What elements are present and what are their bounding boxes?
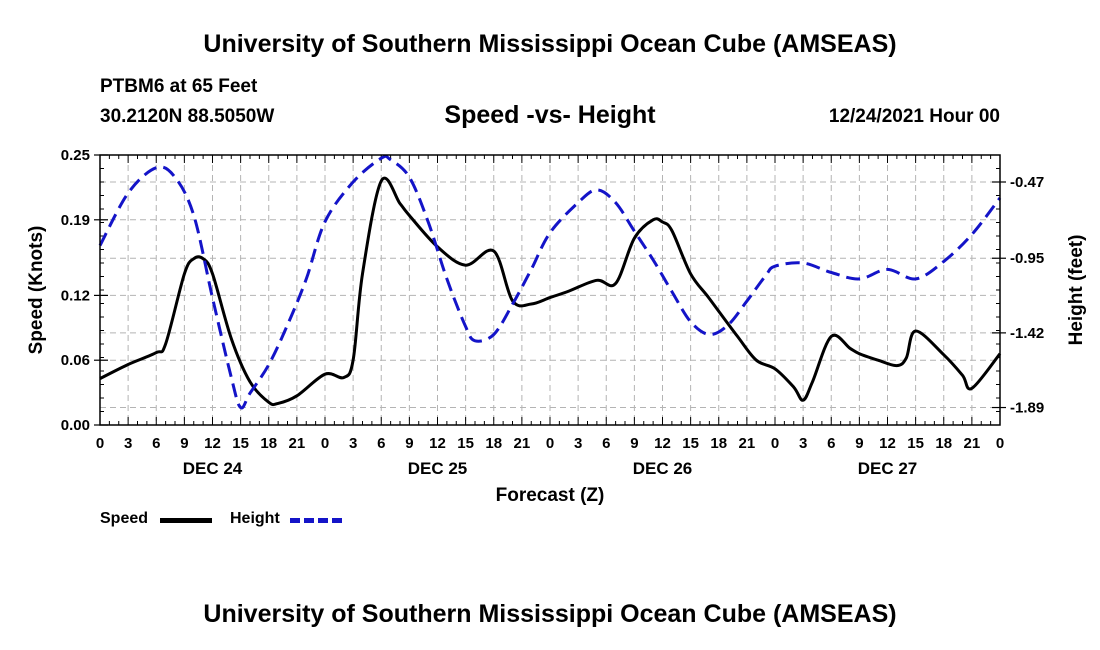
date-label: DEC 27 (858, 459, 918, 478)
x-tick-label: 12 (204, 435, 221, 452)
x-tick-label: 15 (682, 435, 699, 452)
y-left-tick-label: 0.06 (61, 352, 90, 369)
date-label: DEC 26 (633, 459, 693, 478)
x-tick-label: 6 (377, 435, 385, 452)
datetime-label: 12/24/2021 Hour 00 (828, 106, 1000, 127)
x-tick-label: 21 (739, 435, 756, 452)
x-tick-label: 0 (771, 435, 779, 452)
station-label: PTBM6 at 65 Feet (100, 76, 258, 97)
x-axis-label: Forecast (Z) (496, 485, 605, 506)
page-title: University of Southern Mississippi Ocean… (203, 30, 897, 58)
x-tick-label: 3 (124, 435, 132, 452)
x-tick-label: 9 (630, 435, 638, 452)
x-tick-label: 0 (546, 435, 554, 452)
x-tick-label: 6 (152, 435, 160, 452)
x-tick-label: 0 (96, 435, 104, 452)
date-label: DEC 24 (183, 459, 243, 478)
date-label: DEC 25 (408, 459, 468, 478)
x-tick-label: 12 (879, 435, 896, 452)
x-tick-label: 3 (574, 435, 582, 452)
x-tick-label: 6 (827, 435, 835, 452)
x-tick-label: 12 (429, 435, 446, 452)
legend-speed-label: Speed (100, 510, 149, 527)
y-right-tick-label: -1.42 (1010, 325, 1044, 342)
y-axis-left-label: Speed (Knots) (26, 226, 47, 355)
footer-title: University of Southern Mississippi Ocean… (203, 600, 897, 628)
legend-speed-swatch (160, 518, 212, 523)
x-tick-label: 0 (996, 435, 1004, 452)
y-axis-right-label: Height (feet) (1066, 235, 1087, 346)
x-tick-label: 21 (964, 435, 981, 452)
y-right-tick-label: -0.47 (1010, 174, 1044, 191)
x-tick-label: 21 (514, 435, 531, 452)
x-tick-label: 3 (349, 435, 357, 452)
x-tick-label: 9 (855, 435, 863, 452)
chart-title: Speed -vs- Height (444, 101, 656, 129)
x-tick-label: 15 (232, 435, 249, 452)
x-tick-label: 15 (907, 435, 924, 452)
x-tick-label: 0 (321, 435, 329, 452)
x-tick-label: 18 (260, 435, 277, 452)
x-tick-label: 15 (457, 435, 474, 452)
x-tick-label: 6 (602, 435, 610, 452)
y-left-tick-label: 0.19 (61, 212, 90, 229)
y-left-tick-label: 0.25 (61, 147, 90, 164)
y-right-tick-label: -0.95 (1010, 250, 1044, 267)
x-tick-label: 12 (654, 435, 671, 452)
series-line-height (98, 154, 1002, 410)
axis-layer: 0 3 6 9 12 15 18 21 0 3 6 9 12 15 18 21 0 3 6 9 12 15 18 21 0 3 6 9… (61, 147, 1044, 478)
y-left-tick-label: 0.00 (61, 417, 90, 434)
y-left-tick-label: 0.12 (61, 287, 90, 304)
x-tick-label: 18 (710, 435, 727, 452)
plot-frame (99, 154, 1001, 426)
x-tick-label: 9 (405, 435, 413, 452)
coordinates-label: 30.2120N 88.5050W (100, 106, 275, 127)
legend-height-swatch (290, 518, 342, 523)
x-tick-label: 9 (180, 435, 188, 452)
y-right-tick-label: -1.89 (1010, 400, 1044, 417)
x-tick-label: 21 (289, 435, 306, 452)
legend-height-label: Height (230, 510, 280, 527)
series-layer (98, 154, 1002, 410)
x-tick-label: 18 (935, 435, 952, 452)
series-line-speed (99, 176, 1002, 407)
x-tick-label: 3 (799, 435, 807, 452)
grid-layer (100, 155, 1000, 425)
x-tick-label: 18 (485, 435, 502, 452)
